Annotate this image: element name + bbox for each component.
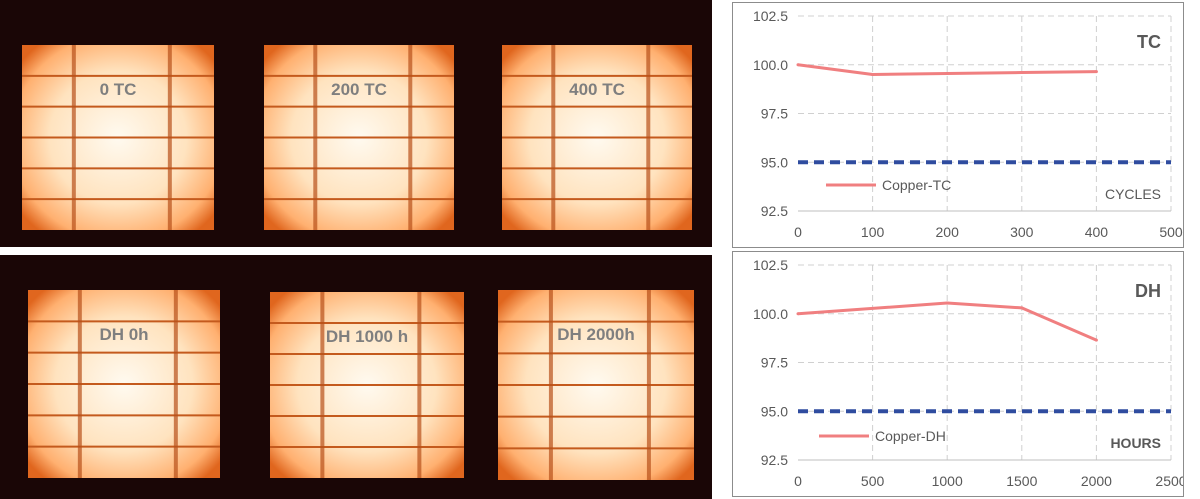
el-caption: DH 0h	[99, 325, 148, 344]
dh-x-tick-label: 2500	[1155, 473, 1183, 489]
el-module-image: DH 1000 h	[270, 292, 464, 478]
el-image-grid: 0 TC 200 TC 400 TC DH 0h DH 1000 h DH 2000h	[0, 0, 712, 499]
dh-data-point	[1020, 306, 1024, 310]
tc-x-tick-label: 0	[794, 224, 802, 240]
el-module-image: DH 2000h	[498, 290, 694, 480]
dh-x-tick-label: 500	[861, 473, 885, 489]
dh-chart: 0 500 1000 1500 2000 2500 92.5 95.0 97.5 100.0 102…	[753, 257, 1183, 489]
tc-data-point	[871, 73, 875, 76]
dh-data-point	[1094, 338, 1098, 342]
dh-legend-label: Copper-DH	[875, 428, 946, 444]
el-caption: 200 TC	[331, 80, 387, 99]
dh-y-tick-label: 100.0	[753, 306, 788, 322]
tc-data-point	[1094, 70, 1098, 74]
dh-data-point	[796, 312, 800, 316]
dh-data-point	[945, 301, 949, 305]
dh-y-tick-label: 102.5	[753, 257, 788, 273]
tc-x-axis-label: CYCLES	[1105, 186, 1161, 202]
tc-x-tick-label: 200	[936, 224, 960, 240]
dh-legend: Copper-DH	[819, 428, 946, 444]
el-caption: DH 2000h	[557, 325, 634, 344]
tc-x-tick-label: 100	[861, 224, 885, 240]
el-row-separator	[0, 247, 712, 255]
el-module-image: 0 TC	[22, 45, 214, 230]
tc-y-tick-label: 102.5	[753, 8, 788, 24]
dh-chart-panel: 0 500 1000 1500 2000 2500 92.5 95.0 97.5 100.0 102…	[732, 251, 1184, 497]
dh-x-tick-label: 2000	[1081, 473, 1112, 489]
dh-x-axis-label: HOURS	[1110, 435, 1161, 451]
dh-y-tick-label: 92.5	[761, 452, 788, 468]
dh-x-tick-label: 1000	[932, 473, 963, 489]
dh-y-tick-label: 97.5	[761, 355, 788, 371]
el-caption: 400 TC	[569, 80, 625, 99]
tc-x-tick-label: 300	[1010, 224, 1034, 240]
tc-chart-title: TC	[1137, 32, 1161, 52]
tc-y-tick-label: 95.0	[761, 154, 788, 170]
tc-legend: Copper-TC	[826, 177, 951, 193]
dh-chart-title: DH	[1135, 281, 1161, 301]
dh-x-tick-label: 1500	[1006, 473, 1037, 489]
tc-y-tick-label: 92.5	[761, 203, 788, 219]
tc-x-tick-label: 500	[1159, 224, 1183, 240]
tc-data-point	[945, 72, 949, 76]
tc-chart: 0 100 200 300 400 500 92.5 95.0 97.5 100.0 102.5 TC…	[753, 8, 1183, 240]
dh-series-line	[797, 301, 1097, 342]
tc-y-tick-label: 100.0	[753, 57, 788, 73]
tc-data-point	[796, 63, 800, 67]
tc-x-tick-label: 400	[1085, 224, 1109, 240]
tc-data-point	[1020, 71, 1024, 75]
el-module-image: 200 TC	[264, 45, 454, 230]
tc-chart-panel: 0 100 200 300 400 500 92.5 95.0 97.5 100.0 102.5 TC…	[732, 2, 1184, 248]
el-caption: DH 1000 h	[326, 327, 408, 346]
tc-legend-label: Copper-TC	[882, 177, 951, 193]
el-module-image: DH 0h	[28, 290, 220, 478]
tc-y-tick-label: 97.5	[761, 106, 788, 122]
dh-x-tick-label: 0	[794, 473, 802, 489]
dh-y-tick-label: 95.0	[761, 403, 788, 419]
el-caption: 0 TC	[100, 80, 137, 99]
el-module-image: 400 TC	[502, 45, 692, 230]
